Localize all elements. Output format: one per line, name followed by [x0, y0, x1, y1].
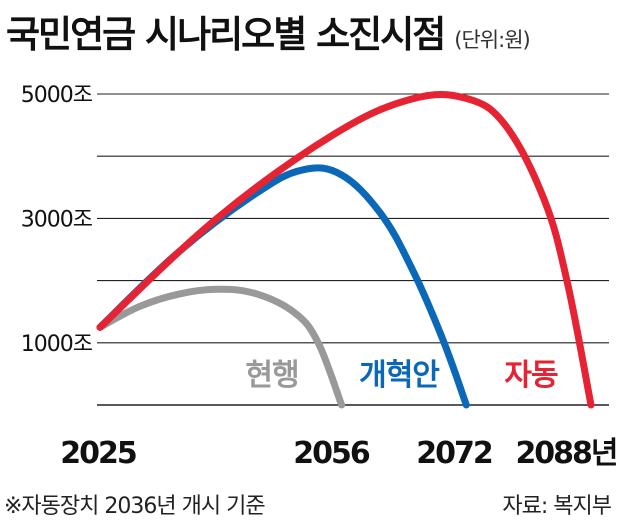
x-tick-label: 2025 [60, 436, 136, 471]
x-tick-label: 2072 [416, 436, 492, 471]
series-label-auto: 자동 [504, 358, 558, 393]
x-axis: 2025 2056 2072 2088년 [60, 436, 619, 471]
grid [97, 93, 609, 406]
series-label-reform: 개혁안 [359, 358, 440, 393]
x-tick-label: 2088년 [515, 436, 616, 471]
y-tick-label: 5000조 [21, 83, 93, 108]
x-tick-label: 2056 [293, 436, 370, 471]
chart-title: 국민연금 시나리오별 소진시점 [6, 13, 446, 56]
series-line-auto [96, 91, 595, 409]
y-tick-label: 3000조 [21, 207, 93, 232]
title-row: 국민연금 시나리오별 소진시점 (단위:원) [6, 4, 531, 58]
y-tick-label: 1000조 [21, 332, 93, 357]
series-label-current: 현행 [245, 358, 298, 393]
series-group [96, 91, 595, 409]
source-note: 자료: 복지부 [502, 494, 612, 519]
footnote: ※자동장치 2036년 개시 기준 [4, 494, 266, 519]
series-line-current [96, 285, 346, 409]
unit-label: (단위:원) [454, 28, 530, 52]
y-axis: 1000조 3000조 5000조 [21, 83, 94, 357]
series-labels: 현행 개혁안 자동 [245, 358, 559, 393]
